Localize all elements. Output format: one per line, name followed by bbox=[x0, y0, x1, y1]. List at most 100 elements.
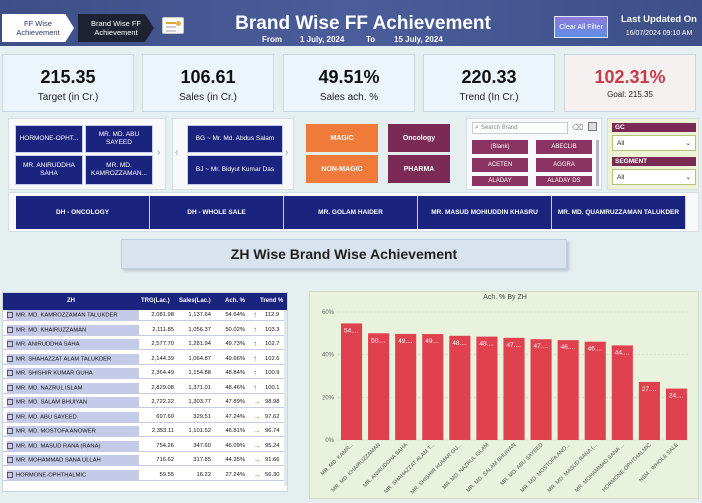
expand-icon[interactable] bbox=[588, 122, 597, 131]
data-label: 44.... bbox=[615, 349, 630, 356]
table-cell-trend: 97.62 bbox=[265, 413, 280, 420]
x-tick-label: MR. MD. SALAM BHUIYAN bbox=[465, 442, 517, 494]
x-tick-label: HORMONE-OPHTHALMIC bbox=[601, 442, 652, 493]
x-tick-label: MR. SHAHAZZAT ALAM T... bbox=[383, 442, 436, 495]
segment-dropdown[interactable]: All ⌄ bbox=[612, 169, 696, 185]
table-row[interactable]: MR. MD. MOSTOFA ANOWER 2,353.11 1,101.52 46… bbox=[3, 426, 287, 438]
bar bbox=[584, 341, 606, 440]
table-row[interactable]: MR. SHAHAZZAT ALAM TALUKDER 2,144.39 1,064… bbox=[3, 353, 287, 365]
table-cell-zh: HORMONE-OPHTHALMIC bbox=[7, 469, 139, 480]
table-cell-trend: 103.3 bbox=[265, 326, 280, 333]
arrow-right-icon: → bbox=[253, 469, 261, 479]
magic-button[interactable]: MAGIC bbox=[306, 124, 378, 152]
arrow-up-icon: ↑ bbox=[253, 368, 257, 377]
nav-brand-wise-ff-achievement[interactable]: Brand Wise FF Achievement bbox=[78, 14, 154, 42]
zone-button[interactable]: MR. MD. ABU SAYEED bbox=[85, 125, 153, 153]
dh-button[interactable]: MR. GOLAM HAIDER bbox=[284, 196, 418, 229]
brand-search-input[interactable]: ⌕ Search Brand bbox=[472, 122, 568, 134]
gc-dropdown[interactable]: All ⌄ bbox=[612, 135, 696, 151]
last-updated-label: Last Updated On bbox=[620, 14, 697, 25]
table-cell-sales: 1,303.77 bbox=[188, 399, 211, 405]
brand-chip[interactable]: ALADAY bbox=[472, 176, 528, 186]
table-row[interactable]: MR. SHISHIR KUMAR GUHA 2,364.49 1,154.88 48… bbox=[3, 368, 287, 380]
to-label: To bbox=[366, 35, 376, 44]
table-row[interactable]: MR. MD. KHAIRUZZAMAN 2,111.85 1,056.37 50.0… bbox=[3, 324, 287, 336]
table-cell-trg: 2,722.22 bbox=[151, 399, 174, 405]
table-cell-zh: MR. MD. KHAIRUZZAMAN bbox=[7, 324, 139, 335]
table-row[interactable]: HORMONE-OPHTHALMIC 59.55 16.22 27.24% 56.30 → bbox=[3, 469, 287, 481]
bar bbox=[422, 334, 444, 440]
dh-button[interactable]: DH - WHOLE SALE bbox=[150, 196, 284, 229]
brand-chip[interactable]: ACETEN bbox=[472, 158, 528, 172]
zone-button[interactable]: MR. MD. KAMROZZAMAN... bbox=[85, 155, 153, 185]
to-date: 15 July, 2024 bbox=[394, 35, 443, 44]
arrow-up-icon: ↑ bbox=[253, 353, 257, 363]
table-row[interactable]: MR. MD. SALAM BHUIYAN 2,722.22 1,303.77 47.… bbox=[3, 397, 287, 409]
brand-chip[interactable]: ALADAY DS bbox=[536, 176, 592, 186]
bg-button[interactable]: BG ~ Mr. Md. Abdus Salam bbox=[187, 125, 283, 153]
chevron-right-icon[interactable]: › bbox=[285, 147, 289, 158]
table-row[interactable]: MR. MOHAMMAD SANA ULLAH 716.62 317.85 44.35… bbox=[3, 455, 287, 467]
brand-list-scrollbar[interactable] bbox=[596, 140, 599, 186]
table-cell-sales: 1,137.64 bbox=[188, 312, 211, 318]
nav-ff-wise-achievement[interactable]: FF Wise Achievement bbox=[2, 14, 74, 42]
brand-chip[interactable]: AGGRA bbox=[536, 158, 592, 172]
zone-button[interactable]: MR. ANIRUDDHA SAHA bbox=[15, 155, 83, 185]
dh-button[interactable]: MR. MD. QUAMRUZZAMAN TALUKDER bbox=[552, 196, 686, 229]
table-cell-trend: 112.9 bbox=[265, 312, 280, 318]
kpi-sales-card: 106.61 Sales (in Cr.) bbox=[142, 54, 274, 112]
table-row[interactable]: MR. MD. ABU SAYEED 697.60 329.51 47.24% 97.6… bbox=[3, 411, 287, 423]
dh-button[interactable]: DH - ONCOLOGY bbox=[16, 196, 150, 229]
column-header-trend[interactable]: Trend % bbox=[260, 298, 284, 304]
table-scrollbar[interactable] bbox=[284, 310, 287, 486]
kpi-target-label: Target (in Cr.) bbox=[37, 92, 99, 103]
bar bbox=[476, 336, 498, 440]
table-cell-trend: 96.74 bbox=[265, 428, 280, 434]
column-header-zh[interactable]: ZH bbox=[67, 298, 75, 304]
table-cell-ach: 48.46% bbox=[225, 384, 245, 391]
eraser-icon[interactable]: ⌫ bbox=[572, 123, 584, 132]
column-header-trg[interactable]: TRG(Lac.) bbox=[141, 298, 170, 304]
gc-segment-panel: GC All ⌄ SEGMENT All ⌄ bbox=[607, 118, 699, 190]
kpi-goal-label: Goal: 215.35 bbox=[607, 90, 653, 99]
table-row[interactable]: MR. ANIRUDDHA SAHA 2,577.70 1,281.94 49.73%… bbox=[3, 339, 287, 351]
zone-button[interactable]: HORMONE-OPHT... bbox=[15, 125, 83, 153]
table-row[interactable]: MR. MD. NAZRUL ISLAM 2,829.08 1,371.01 48.4… bbox=[3, 382, 287, 394]
arrow-right-icon: → bbox=[253, 426, 261, 435]
data-label: 47.... bbox=[534, 343, 549, 350]
bg-button[interactable]: BJ ~ Mr. Bidyut Kumar Das bbox=[187, 155, 283, 185]
dh-button[interactable]: MR. MASUD MOHIUDDIN KHASRU bbox=[418, 196, 552, 229]
table-cell-ach: 48.84% bbox=[225, 370, 245, 376]
data-label: 48.... bbox=[452, 340, 467, 347]
data-label: 24.... bbox=[669, 393, 684, 400]
table-cell-trg: 2,364.49 bbox=[151, 370, 174, 376]
chevron-down-icon: ⌄ bbox=[685, 174, 691, 181]
arrow-up-icon: ↑ bbox=[253, 310, 257, 319]
table-row[interactable]: MR. MD. KAMROZZAMAN TALUKDER 2,081.98 1,13… bbox=[3, 310, 287, 322]
bar-chart-svg: 0%20%40%60%54....MR. MD. KAMR...50....MR… bbox=[320, 310, 690, 496]
column-header-sales[interactable]: Sales(Lac.) bbox=[179, 298, 211, 304]
chevron-right-icon[interactable]: › bbox=[157, 147, 161, 158]
table-cell-zh: MR. SHISHIR KUMAR GUHA bbox=[7, 368, 139, 379]
segment-value: All bbox=[617, 173, 625, 181]
bar bbox=[340, 323, 363, 440]
table-row[interactable]: MR. MD. MASUD RANA (RANA) 754.26 347.60 46.… bbox=[3, 440, 287, 452]
x-tick-label: MR. MOHAMMAD SANA ... bbox=[574, 442, 626, 494]
data-label: 49.... bbox=[425, 338, 440, 345]
table-cell-ach: 47.24% bbox=[225, 413, 245, 420]
segment-label: SEGMENT bbox=[612, 157, 696, 166]
table-cell-ach: 46.09% bbox=[225, 442, 245, 449]
brand-chip[interactable]: ABECLIB bbox=[536, 140, 592, 154]
pharma-button[interactable]: PHARMA bbox=[388, 155, 450, 183]
table-cell-trg: 2,081.98 bbox=[151, 312, 174, 318]
table-cell-trend: 95.24 bbox=[265, 442, 280, 449]
kpi-target-card: 215.35 Target (in Cr.) bbox=[2, 54, 134, 112]
clear-all-filter-button[interactable]: Clear All Filter bbox=[554, 16, 608, 38]
chevron-left-icon[interactable]: ‹ bbox=[175, 147, 179, 158]
non-magic-button[interactable]: NON-MAGIC bbox=[306, 155, 378, 183]
brand-chip[interactable]: (Blank) bbox=[472, 140, 528, 154]
column-header-ach[interactable]: Ach. % bbox=[225, 298, 246, 304]
table-cell-sales: 16.22 bbox=[196, 471, 211, 478]
oncology-button[interactable]: Oncology bbox=[388, 124, 450, 152]
table-cell-zh: MR. MD. MOSTOFA ANOWER bbox=[7, 426, 139, 437]
